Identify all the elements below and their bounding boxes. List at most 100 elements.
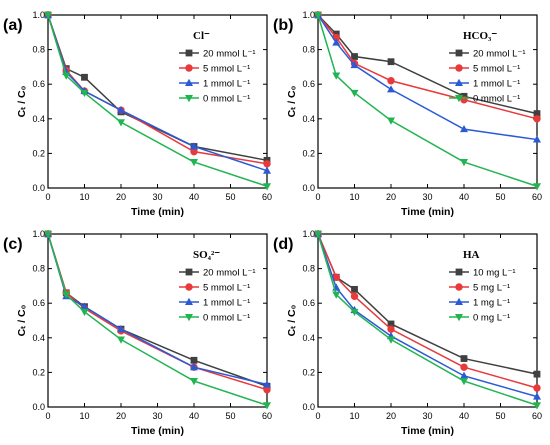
series-4 xyxy=(44,231,271,410)
y-tick-label: 0.8 xyxy=(302,264,315,274)
legend-title: HCO₃⁻ xyxy=(463,30,497,42)
legend-marker xyxy=(185,297,193,305)
legend-entry: 20 mmol L⁻¹ xyxy=(203,268,256,279)
legend-title: HA xyxy=(463,249,480,261)
y-tick-label: 0.2 xyxy=(302,148,315,158)
y-tick-label: 0.0 xyxy=(32,183,45,193)
data-point xyxy=(460,378,468,386)
x-tick-label: 30 xyxy=(422,411,432,421)
legend-marker xyxy=(185,314,193,322)
legend: SO₄²⁻ 20 mmol L⁻¹ 5 mmol L⁻¹ 1 mmol L⁻¹ 0 mm… xyxy=(179,249,256,324)
x-tick-label: 30 xyxy=(152,192,162,202)
legend-marker xyxy=(185,64,193,72)
data-point xyxy=(190,356,198,364)
y-tick-label: 0.4 xyxy=(302,114,315,124)
y-tick-label: 0.4 xyxy=(32,114,45,124)
y-axis-label: Cₜ / C₀ xyxy=(16,85,28,117)
x-tick-label: 40 xyxy=(459,192,469,202)
legend: HCO₃⁻ 20 mmol L⁻¹ 5 mmol L⁻¹ 1 mmol L⁻¹ 0 mm… xyxy=(449,30,526,105)
data-point xyxy=(332,38,341,46)
chart-panel-3: 0 10 20 30 40 50 60 0.0 0.2 0.4 0.6 0.8 1.0 Time (min… xyxy=(3,229,272,437)
data-point xyxy=(314,12,322,20)
y-tick-label: 0.0 xyxy=(32,402,45,412)
series-line xyxy=(47,14,268,172)
y-tick-label: 0.8 xyxy=(32,45,45,55)
y-tick-label: 0.2 xyxy=(302,367,315,377)
y-tick-label: 0.2 xyxy=(32,367,45,377)
legend: Cl⁻ 20 mmol L⁻¹ 5 mmol L⁻¹ 1 mmol L⁻¹ 0 mmol… xyxy=(179,30,256,105)
series-line xyxy=(317,233,538,398)
series-line xyxy=(47,14,268,187)
data-point xyxy=(117,324,125,333)
data-point xyxy=(351,53,358,60)
x-tick-label: 0 xyxy=(45,411,50,421)
x-tick-label: 20 xyxy=(116,411,126,421)
legend-marker xyxy=(455,297,463,305)
series-4 xyxy=(314,231,541,410)
legend-marker xyxy=(455,314,463,322)
legend-marker xyxy=(455,268,463,276)
legend-entry: 0 mg L⁻¹ xyxy=(473,313,510,324)
data-point xyxy=(460,124,468,133)
legend-entry: 20 mmol L⁻¹ xyxy=(203,49,256,60)
x-tick-label: 20 xyxy=(386,192,396,202)
data-point xyxy=(190,147,198,156)
legend-title: SO₄²⁻ xyxy=(193,249,220,261)
data-point xyxy=(533,135,541,143)
x-tick-label: 40 xyxy=(189,192,199,202)
series-1 xyxy=(44,230,271,390)
legend-marker xyxy=(185,78,193,86)
data-point xyxy=(387,320,395,328)
y-tick-label: 0.8 xyxy=(302,45,315,55)
series-line xyxy=(317,233,538,389)
data-point xyxy=(460,363,468,371)
data-point xyxy=(332,273,340,281)
data-point xyxy=(190,378,198,386)
data-point xyxy=(460,159,468,167)
data-point xyxy=(81,73,88,81)
legend-marker xyxy=(455,283,463,291)
x-tick-label: 0 xyxy=(315,192,320,202)
y-tick-label: 0.2 xyxy=(32,148,45,158)
data-point xyxy=(350,292,359,300)
data-point xyxy=(263,386,271,394)
y-tick-label: 1.0 xyxy=(302,229,315,239)
data-point xyxy=(533,183,541,191)
data-point xyxy=(533,110,541,118)
legend-entry: 10 mg L⁻¹ xyxy=(473,268,516,279)
x-tick-label: 60 xyxy=(532,411,542,421)
data-point xyxy=(44,12,52,20)
legend-marker xyxy=(455,95,463,103)
data-point xyxy=(80,308,89,317)
data-point xyxy=(62,72,71,80)
y-tick-label: 1.0 xyxy=(32,10,45,20)
y-tick-label: 1.0 xyxy=(32,229,45,239)
data-point xyxy=(80,302,89,310)
series-line xyxy=(317,233,538,406)
data-point xyxy=(387,58,395,66)
data-point xyxy=(387,85,395,93)
y-axis-label: Cₜ / C₀ xyxy=(286,85,298,117)
series-4 xyxy=(44,12,271,191)
y-tick-label: 0.8 xyxy=(32,264,45,274)
legend-entry: 1 mmol L⁻¹ xyxy=(473,79,520,90)
x-axis-label: Time (min) xyxy=(131,206,184,218)
chart-panel-2: 0 10 20 30 40 50 60 0.0 0.2 0.4 0.6 0.8 1.0 Time (min… xyxy=(273,10,542,218)
legend-marker xyxy=(185,268,193,276)
x-tick-label: 30 xyxy=(422,192,432,202)
data-point xyxy=(533,370,541,378)
legend-entry: 1 mg L⁻¹ xyxy=(473,298,510,309)
series-3 xyxy=(44,229,271,388)
legend-entry: 0 mmol L⁻¹ xyxy=(203,94,250,105)
x-tick-label: 20 xyxy=(386,411,396,421)
legend-title: Cl⁻ xyxy=(193,30,210,42)
data-point xyxy=(350,308,359,317)
series-4 xyxy=(314,12,541,191)
series-line xyxy=(317,14,538,120)
x-axis-label: Time (min) xyxy=(401,206,454,218)
data-point xyxy=(190,142,198,150)
data-point xyxy=(351,285,358,293)
series-line xyxy=(47,233,268,387)
x-tick-label: 10 xyxy=(349,411,359,421)
